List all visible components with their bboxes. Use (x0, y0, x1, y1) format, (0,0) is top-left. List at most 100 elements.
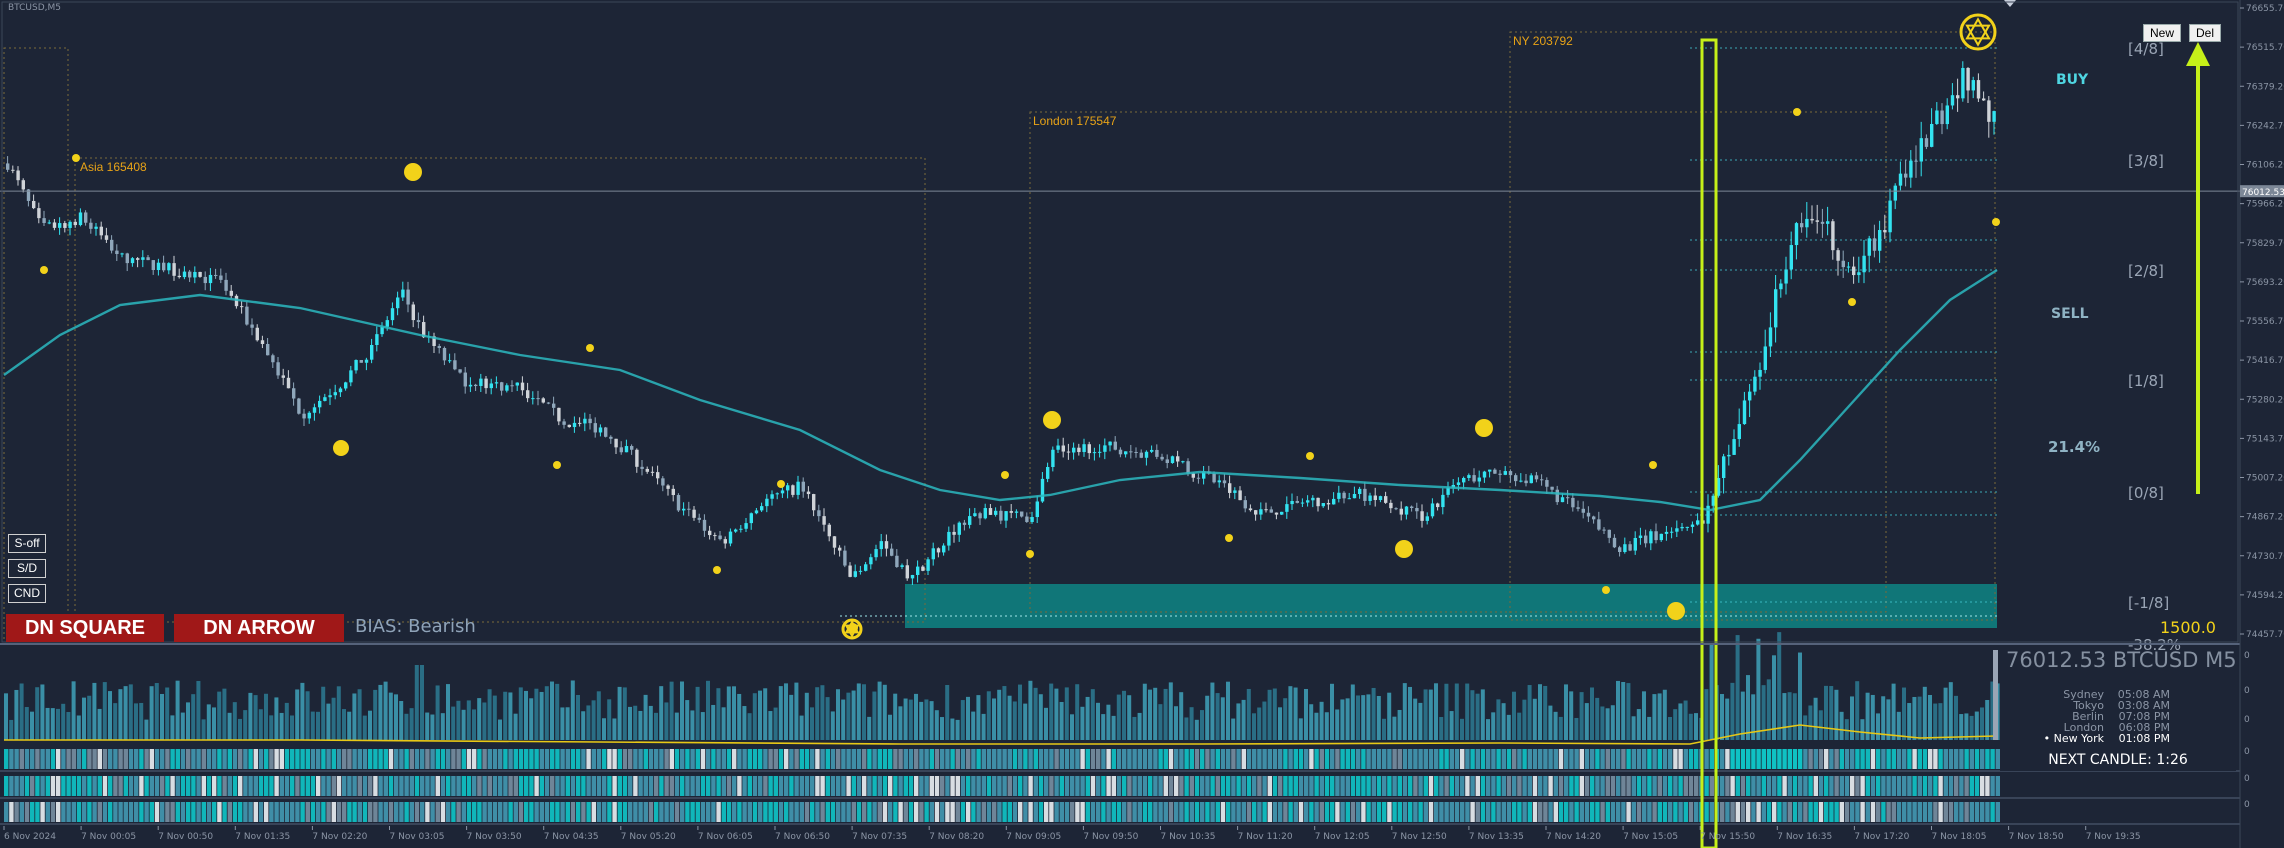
trend-strip-cell (612, 776, 617, 796)
trend-strip-cell (508, 802, 513, 822)
lime-arrow-head (2186, 42, 2210, 66)
main-pane-frame (1, 1, 2239, 643)
candle-body (1056, 445, 1060, 450)
trend-strip-cell (841, 776, 846, 796)
trend-strip-cell (1694, 776, 1699, 796)
trend-strip-cell (586, 776, 591, 796)
trend-strip-cell (877, 776, 882, 796)
trend-strip-cell (1044, 776, 1049, 796)
volume-bar (440, 713, 445, 740)
candle-body (900, 565, 904, 567)
trend-strip-cell (1517, 749, 1522, 769)
candle-body (1009, 511, 1013, 513)
star-top-marker-tri (1965, 17, 1991, 40)
trend-strip-cell (134, 776, 139, 796)
trend-strip-cell (1662, 776, 1668, 796)
trend-strip-cell (700, 776, 706, 796)
volume-bar (487, 689, 492, 740)
trend-strip-cell (1215, 776, 1220, 796)
candle-body (1805, 218, 1809, 228)
candle-body (32, 200, 36, 209)
volume-bar (893, 693, 898, 740)
volume-bar (518, 687, 523, 740)
trend-strip-cell (196, 802, 201, 822)
trend-strip-cell (1423, 802, 1428, 822)
del-button[interactable]: Del (2189, 24, 2222, 42)
candle-body (593, 423, 597, 433)
trend-strip-cell (1985, 749, 1990, 769)
trend-strip-cell (851, 776, 856, 796)
volume-bar (274, 697, 279, 740)
trend-strip-cell (1818, 776, 1824, 796)
volume-bar (778, 686, 783, 740)
trend-strip-cell (1985, 802, 1990, 822)
volume-bar (1959, 714, 1964, 740)
volume-bar (768, 711, 773, 740)
volume-bar (1548, 705, 1553, 740)
candle-body (666, 485, 670, 489)
trend-strip-cell (1080, 802, 1085, 822)
trend-strip-cell (1517, 776, 1522, 796)
volume-bar (752, 693, 757, 740)
trend-strip-cell (1267, 802, 1272, 822)
sd-button[interactable]: S/D (8, 559, 46, 578)
volume-bar (1158, 704, 1163, 740)
candle-body (1072, 447, 1076, 453)
volume-bar (352, 693, 357, 740)
candle-body (26, 189, 31, 201)
trend-strip-cell (534, 802, 539, 822)
trend-strip-cell (154, 776, 160, 796)
trend-strip-cell (1590, 749, 1595, 769)
trend-strip-cell (1475, 776, 1480, 796)
trend-strip-cell (742, 802, 747, 822)
price-axis-label: 76242.70 (2246, 121, 2284, 131)
trend-strip-cell (102, 776, 108, 796)
trend-strip-cell (825, 776, 830, 796)
candle-body (1337, 492, 1341, 499)
trend-strip-cell (300, 749, 305, 769)
candle-body (806, 491, 811, 495)
trend-strip-cell (1532, 776, 1538, 796)
trend-strip-cell (1200, 776, 1205, 796)
trend-strip-cell (1054, 802, 1059, 822)
trend-strip-cell (1272, 802, 1278, 822)
trend-strip-cell (487, 749, 492, 769)
trend-strip-cell (1309, 802, 1314, 822)
volume-bar (71, 681, 76, 740)
volume-bar (1428, 689, 1433, 740)
volume-bar (144, 719, 149, 740)
volume-bar (196, 680, 201, 740)
price-axis-label: 75143.70 (2246, 434, 2284, 444)
volume-bar (87, 695, 92, 740)
trend-strip-cell (1813, 802, 1818, 822)
candle-body (1924, 138, 1929, 147)
cnd-button[interactable]: CND (8, 584, 46, 603)
volume-bar (1891, 683, 1896, 740)
candle-body (754, 510, 759, 514)
trend-strip-cell (310, 749, 316, 769)
volume-bar (477, 698, 482, 740)
trend-strip-cell (1704, 749, 1709, 769)
trend-strip-cell (1522, 749, 1527, 769)
trend-strip-cell (191, 776, 196, 796)
trend-strip-cell (1954, 749, 1959, 769)
trend-strip-cell (1496, 749, 1501, 769)
volume-bar (1772, 655, 1776, 740)
new-button[interactable]: New (2143, 24, 2182, 42)
trend-strip-cell (1938, 749, 1943, 769)
candle-body (942, 545, 946, 553)
volume-bar (1049, 683, 1054, 740)
fractal-dot (1475, 419, 1493, 437)
volume-bar (1647, 716, 1652, 740)
moving-average-line (3, 268, 1998, 512)
candle-body (1612, 537, 1617, 548)
trend-strip-cell (659, 749, 664, 769)
trend-strip-cell (1496, 776, 1501, 796)
trend-strip-cell (1501, 776, 1506, 796)
trend-strip-cell (607, 749, 612, 769)
volume-bar (576, 694, 580, 740)
trend-strip-cell (269, 776, 274, 796)
trend-strip-cell (258, 802, 264, 822)
s-off-button[interactable]: S-off (8, 534, 46, 553)
